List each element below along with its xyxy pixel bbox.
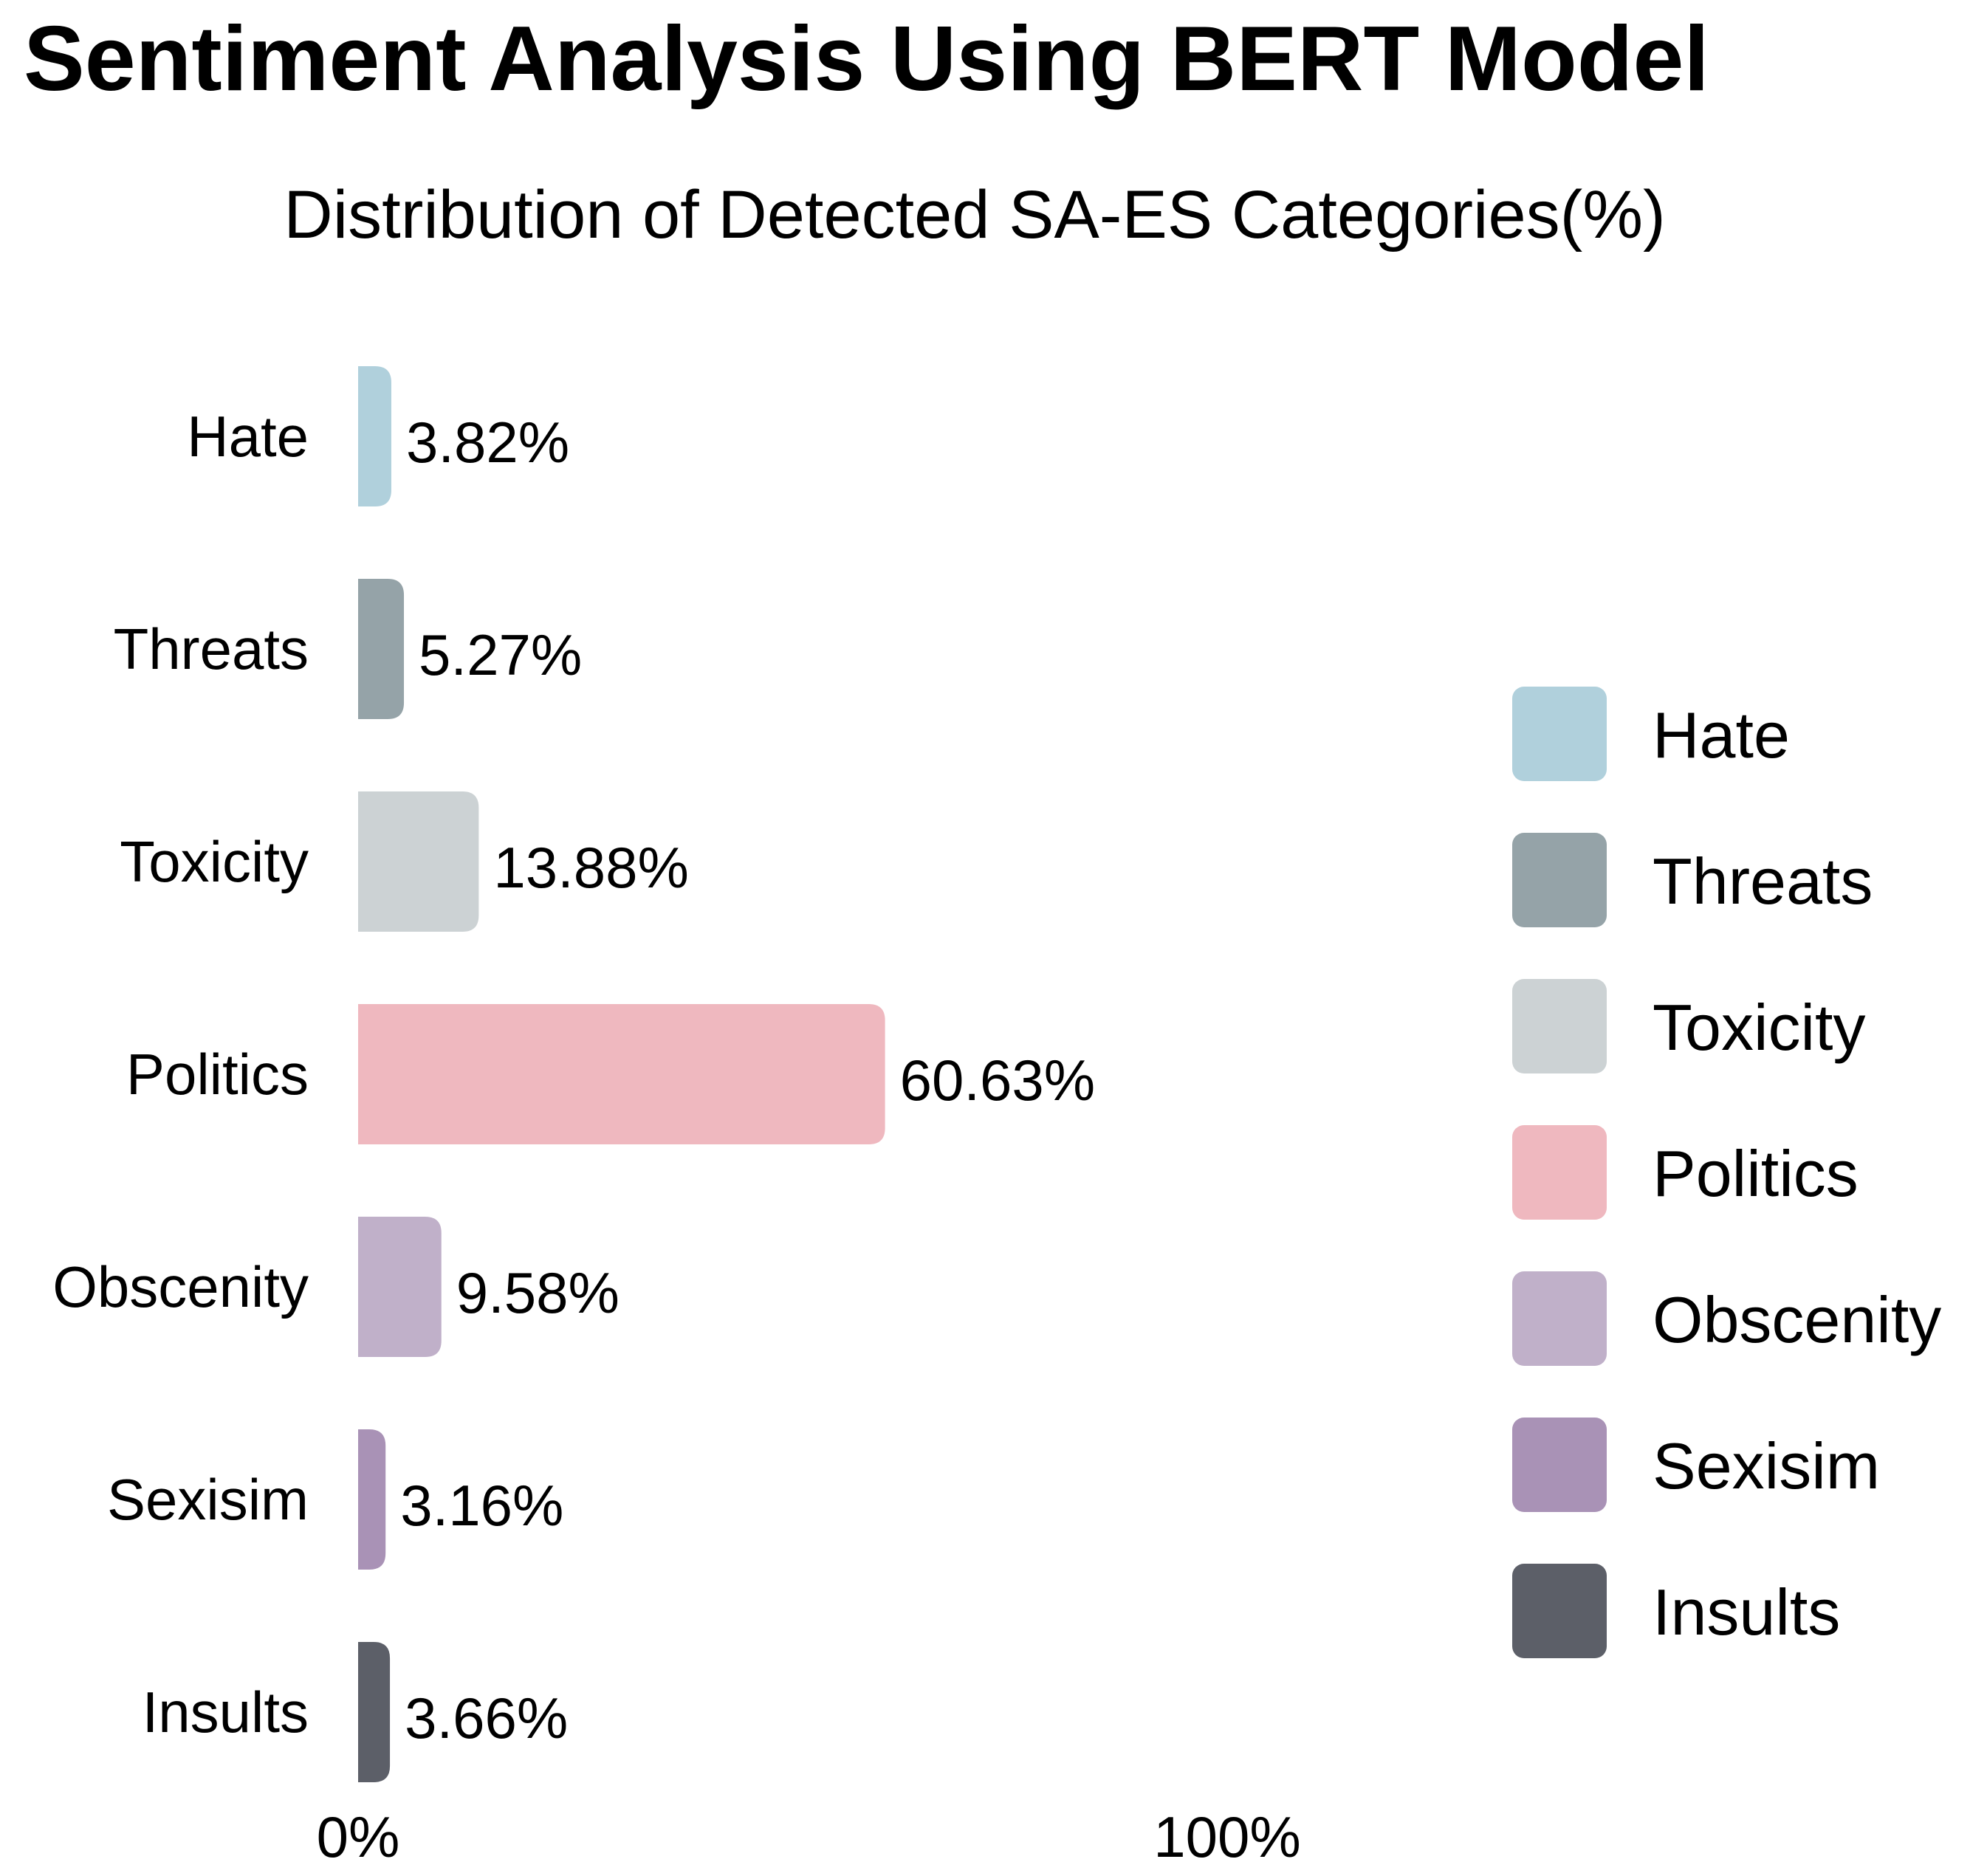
category-label-politics: Politics (126, 1042, 309, 1107)
legend-swatch-obscenity (1512, 1271, 1607, 1366)
category-label-insults: Insults (143, 1680, 309, 1745)
x-axis-ticks: 0% 100% (317, 1804, 1301, 1869)
bar-insults (358, 1642, 391, 1782)
category-label-threats: Threats (114, 616, 309, 681)
bar-threats (358, 579, 405, 719)
value-label-sexisim: 3.16% (400, 1473, 563, 1538)
legend-label-sexisim: Sexisim (1653, 1429, 1880, 1502)
legend-swatch-politics (1512, 1125, 1607, 1220)
value-label-insults: 3.66% (405, 1686, 568, 1750)
chart-subtitle: Distribution of Detected SA-ES Categorie… (284, 177, 1665, 252)
legend-swatch-sexisim (1512, 1418, 1607, 1512)
legend-label-hate: Hate (1653, 698, 1790, 772)
bar-politics (358, 1004, 885, 1144)
value-label-toxicity: 13.88% (493, 835, 689, 900)
legend-swatch-threats (1512, 833, 1607, 927)
bars-group: Hate 3.82% Threats 5.27% Toxicity 13.88% Polit… (52, 366, 1095, 1782)
category-label-obscenity: Obscenity (52, 1254, 309, 1319)
category-label-toxicity: Toxicity (120, 829, 309, 894)
category-label-sexisim: Sexisim (107, 1467, 309, 1532)
legend-swatch-toxicity (1512, 979, 1607, 1073)
value-label-obscenity: 9.58% (456, 1260, 620, 1325)
legend-label-insults: Insults (1653, 1576, 1840, 1649)
bar-toxicity (358, 791, 479, 932)
legend-label-threats: Threats (1653, 845, 1873, 918)
value-label-threats: 5.27% (419, 622, 582, 687)
legend: Hate Threats Toxicity Politics Obscenity Sexi… (1512, 687, 1941, 1658)
value-label-politics: 60.63% (900, 1048, 1096, 1113)
x-tick-label-0: 0% (317, 1804, 400, 1869)
legend-label-toxicity: Toxicity (1653, 991, 1866, 1064)
bar-obscenity (358, 1217, 442, 1357)
legend-label-obscenity: Obscenity (1653, 1283, 1941, 1356)
x-tick-label-1: 100% (1153, 1804, 1301, 1869)
legend-swatch-hate (1512, 687, 1607, 781)
bar-hate (358, 366, 391, 506)
legend-swatch-insults (1512, 1564, 1607, 1658)
value-label-hate: 3.82% (406, 410, 569, 475)
chart-title: Sentiment Analysis Using BERT Model (24, 8, 1709, 110)
bar-sexisim (358, 1429, 386, 1570)
category-label-hate: Hate (187, 404, 309, 469)
legend-label-politics: Politics (1653, 1137, 1859, 1210)
